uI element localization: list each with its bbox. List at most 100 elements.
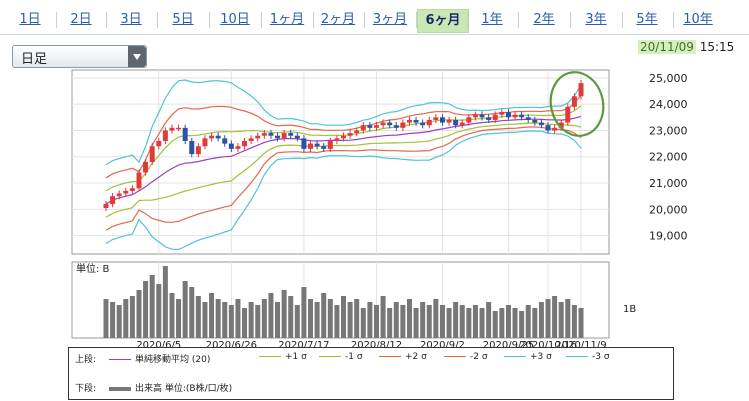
legend-label: +1 σ — [285, 352, 307, 362]
candle-body — [466, 117, 472, 123]
tab-divider — [106, 12, 107, 28]
tab-8[interactable]: 6ヶ月 — [417, 9, 469, 33]
volume-bar — [354, 299, 360, 338]
price-plot-frame — [71, 69, 610, 255]
legend-swatch — [444, 356, 466, 357]
x-tick-label: 2020/6/26 — [206, 340, 257, 350]
volume-bar — [393, 302, 399, 338]
tab-1[interactable]: 2日 — [70, 12, 92, 27]
tab-divider — [209, 12, 210, 28]
price-tick-label: 19,000 — [649, 230, 688, 243]
volume-bar — [228, 305, 234, 338]
tab-divider — [570, 12, 571, 28]
legend-swatch — [109, 359, 131, 360]
volume-bar — [525, 305, 531, 338]
candle-body — [228, 143, 234, 149]
candle-body — [367, 125, 373, 128]
tab-10[interactable]: 2年 — [533, 12, 555, 27]
candle-body — [413, 119, 419, 123]
legend-label: +3 σ — [530, 352, 552, 362]
legend-swatch — [109, 386, 131, 391]
candle-body — [202, 138, 208, 147]
x-tick-label: 2020/10/16 — [519, 340, 577, 350]
candle-body — [472, 114, 478, 118]
volume-bar — [486, 302, 492, 338]
chevron-down-icon[interactable] — [128, 46, 146, 67]
tab-6[interactable]: 2ヶ月 — [320, 12, 356, 27]
candle-body — [558, 122, 564, 128]
volume-bar — [571, 305, 577, 338]
candle-body — [341, 135, 346, 139]
candle-body — [571, 96, 577, 107]
candle-body — [525, 117, 531, 120]
volume-bar — [538, 302, 544, 338]
x-tick-label: 2020/9/25 — [483, 340, 534, 350]
tab-12[interactable]: 5年 — [636, 12, 658, 27]
candle-body — [281, 133, 287, 139]
candle-body — [400, 122, 406, 128]
tab-13[interactable]: 10年 — [683, 12, 713, 27]
tab-divider — [467, 12, 468, 28]
candle-body — [499, 112, 505, 115]
volume-bar — [235, 299, 241, 338]
price-tick-label: 24,000 — [649, 98, 688, 111]
tab-4[interactable]: 10日 — [220, 12, 250, 27]
period-tabs: 1日 2日 3日 5日 10日 1ヶ月 2ヶ月 3ヶ月 6ヶ月 1年 2年 3年 5年 10年 — [0, 0, 749, 35]
tab-11[interactable]: 3年 — [585, 12, 607, 27]
legend-item: +2 σ — [379, 352, 427, 362]
volume-bar — [327, 299, 333, 338]
candle-body — [116, 193, 122, 197]
candle-body — [545, 125, 551, 131]
candle-body — [268, 133, 274, 136]
candle-body — [189, 140, 195, 155]
candle-body — [519, 114, 525, 118]
candle-body — [275, 135, 281, 139]
candle-body — [182, 127, 188, 141]
tab-3[interactable]: 5日 — [172, 12, 194, 27]
volume-bar — [552, 296, 558, 338]
volume-bar — [195, 296, 201, 338]
timestamp: 20/11/09 15:15 — [638, 40, 734, 54]
candle-body — [149, 146, 155, 162]
legend-swatch — [319, 356, 341, 357]
volume-bar — [281, 290, 287, 338]
tab-divider — [621, 12, 623, 28]
volume-bar — [406, 299, 412, 338]
volume-bar — [129, 296, 135, 338]
candle-body — [222, 138, 228, 144]
volume-bar — [387, 308, 393, 338]
price-tick-label: 22,000 — [649, 151, 688, 164]
candle-body — [479, 114, 485, 118]
volume-bar — [301, 287, 307, 338]
tab-7[interactable]: 3ヶ月 — [372, 12, 408, 27]
volume-bar — [321, 293, 327, 338]
band-plus3sigma — [105, 79, 582, 166]
candle-body — [321, 146, 327, 149]
candle-body — [439, 117, 445, 123]
volume-bar — [512, 308, 518, 338]
volume-bar — [439, 305, 445, 338]
x-tick-label: 2020/6/5 — [136, 340, 181, 350]
period-select[interactable]: 日足 — [12, 45, 147, 68]
candle-body — [294, 135, 300, 139]
candle-body — [492, 114, 498, 120]
tab-5[interactable]: 1ヶ月 — [269, 12, 305, 27]
price-tick-label: 25,000 — [649, 72, 688, 85]
candle-body — [578, 83, 584, 97]
tab-0[interactable]: 1日 — [19, 12, 41, 27]
volume-bar — [143, 281, 149, 338]
x-tick-label: 2020/11/9 — [555, 340, 606, 350]
price-tick-label: 20,000 — [649, 203, 688, 216]
candle-body — [176, 127, 182, 130]
candle-body — [162, 130, 168, 141]
tab-2[interactable]: 3日 — [120, 12, 142, 27]
volume-bar — [182, 281, 188, 338]
volume-bar — [367, 302, 373, 338]
volume-bar — [380, 296, 386, 338]
candle-body — [215, 135, 221, 139]
legend-swatch — [504, 356, 526, 357]
volume-bar — [466, 308, 472, 338]
volume-bar — [459, 305, 465, 338]
tab-9[interactable]: 1年 — [481, 12, 503, 27]
timestamp-time: 15:15 — [699, 40, 735, 54]
